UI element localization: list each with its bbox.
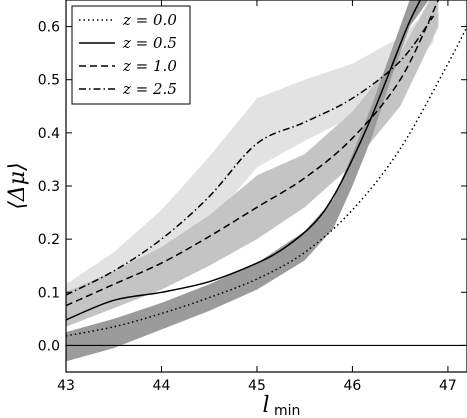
- axis-ticks: 43 44 45 46 47 0.0 0.1 0.2 0.3 0.4 0.5 0.6: [38, 0, 467, 394]
- y-tick-label: 0.2: [38, 232, 60, 248]
- x-axis-title: l min: [262, 393, 300, 418]
- x-tick-label: 44: [153, 378, 171, 394]
- legend: z = 0.0 z = 0.5 z = 1.0 z = 2.5: [71, 5, 191, 105]
- legend-label: z = 1.0: [122, 57, 177, 75]
- series-lines: [66, 0, 467, 347]
- series-line-0: [66, 26, 467, 337]
- x-tick-label: 45: [248, 378, 266, 394]
- legend-label: z = 0.0: [122, 11, 177, 29]
- y-tick-label: 0.5: [38, 73, 60, 89]
- x-tick-label: 46: [344, 378, 362, 394]
- y-tick-label: 0.6: [38, 20, 60, 36]
- legend-label: z = 2.5: [122, 80, 177, 98]
- x-tick-label: 43: [57, 378, 75, 394]
- y-tick-label: 0.1: [38, 285, 60, 301]
- series-line-1: [66, 0, 422, 321]
- svg-text:min: min: [274, 403, 300, 418]
- y-tick-label: 0.3: [38, 179, 60, 195]
- series-line-3: [66, 15, 435, 296]
- y-tick-label: 0.4: [38, 126, 60, 142]
- legend-label: z = 0.5: [122, 34, 177, 52]
- band-2: [66, 0, 429, 362]
- band-1: [66, 0, 439, 327]
- svg-text:l: l: [262, 393, 269, 418]
- x-tick-label: 47: [439, 378, 457, 394]
- series-line-2: [66, 0, 440, 307]
- y-axis-title: ⟨Δμ⟩: [5, 162, 30, 209]
- y-tick-label: 0.0: [38, 338, 60, 354]
- legend-box: [71, 5, 191, 105]
